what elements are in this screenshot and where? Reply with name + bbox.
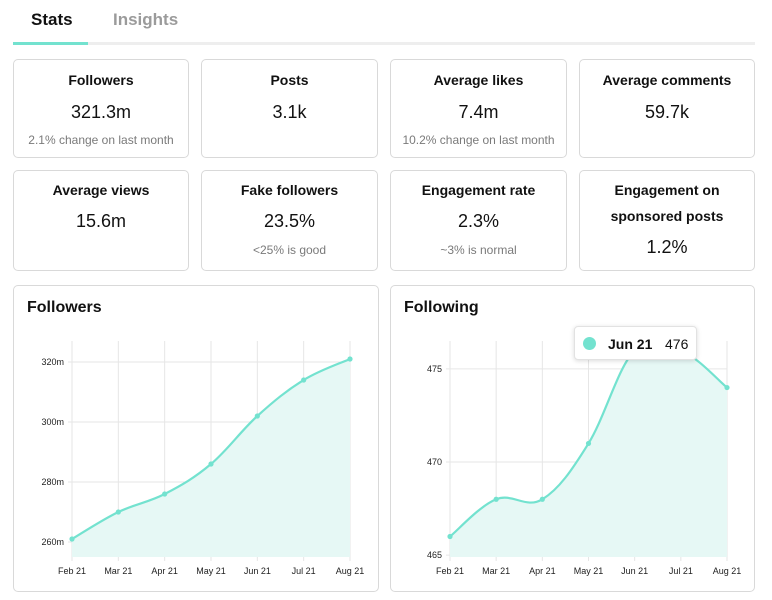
data-point	[539, 496, 545, 502]
tab-bar: Stats Insights	[13, 0, 755, 46]
active-tab-indicator	[13, 42, 88, 45]
stat-title: Average comments	[602, 72, 732, 88]
data-point	[254, 413, 260, 419]
x-tick-label: May 21	[574, 566, 604, 576]
stat-value: 1.2%	[646, 237, 688, 257]
y-tick-label: 320m	[41, 357, 64, 367]
stat-note: ~3% is normal	[440, 243, 517, 257]
x-tick-label: Aug 21	[336, 566, 365, 576]
x-tick-label: Mar 21	[104, 566, 132, 576]
x-tick-label: Apr 21	[529, 566, 556, 576]
x-tick-label: Jun 21	[621, 566, 648, 576]
data-point	[301, 377, 307, 383]
tooltip-series-dot	[583, 337, 596, 350]
chart-title: Following	[404, 299, 479, 316]
y-tick-label: 280m	[41, 477, 64, 487]
y-tick-label: 300m	[41, 417, 64, 427]
data-point	[724, 384, 730, 391]
data-point	[347, 356, 353, 362]
stat-value: 2.3%	[457, 211, 500, 231]
tab-insights[interactable]: Insights	[113, 10, 179, 29]
stat-value: 321.3m	[70, 102, 132, 122]
stat-card-average-comments: Average comments 59.7k	[579, 59, 755, 158]
stat-value: 7.4m	[458, 102, 499, 122]
tab-stats[interactable]: Stats	[31, 10, 73, 29]
series-area	[72, 359, 350, 557]
x-tick-label: May 21	[196, 566, 226, 576]
tooltip-label: Jun 21	[608, 336, 653, 352]
stat-card-fake-followers: Fake followers 23.5% <25% is good	[201, 170, 378, 271]
stat-title-line2: sponsored posts	[610, 208, 724, 224]
following-chart-card: Following 465 470 475 Feb 21 Mar 21 Apr 21 May…	[390, 285, 755, 592]
stat-title: Posts	[270, 72, 309, 88]
y-tick-label: 465	[427, 550, 442, 560]
data-point	[208, 461, 214, 467]
x-tick-label: Apr 21	[151, 566, 178, 576]
stat-card-engagement-sponsored: Engagement on sponsored posts 1.2%	[579, 170, 755, 271]
data-point	[162, 491, 168, 497]
x-tick-label: Feb 21	[436, 566, 464, 576]
stat-title: Average views	[52, 182, 150, 198]
stat-card-average-views: Average views 15.6m	[13, 170, 189, 271]
stat-note: 10.2% change on last month	[402, 133, 555, 147]
y-tick-label: 260m	[41, 537, 64, 547]
stat-title: Fake followers	[240, 182, 339, 198]
stat-value: 15.6m	[75, 211, 127, 231]
x-tick-label: Feb 21	[58, 566, 86, 576]
x-tick-label: Aug 21	[713, 566, 742, 576]
x-tick-label: Mar 21	[482, 566, 510, 576]
data-point	[69, 536, 75, 542]
stat-card-followers: Followers 321.3m 2.1% change on last mon…	[13, 59, 189, 158]
tab-bar-divider	[13, 42, 755, 45]
stat-title: Average likes	[433, 72, 524, 88]
tooltip-value: 476	[665, 336, 689, 352]
data-point	[447, 533, 453, 540]
stat-card-average-likes: Average likes 7.4m 10.2% change on last …	[390, 59, 567, 158]
y-tick-label: 470	[427, 457, 442, 467]
stat-note: 2.1% change on last month	[28, 133, 174, 147]
data-point	[493, 496, 499, 502]
followers-chart-card: Followers 260m 280m 300m 320m Feb 21 Mar 21 Ap…	[13, 285, 379, 592]
following-chart: 465 470 475 Feb 21 Mar 21 Apr 21 May 21 Jun 21 J…	[427, 340, 742, 576]
x-tick-label: Jul 21	[292, 566, 316, 576]
series-area	[450, 341, 727, 557]
chart-title: Followers	[27, 299, 102, 316]
stat-value: 59.7k	[644, 102, 690, 122]
stat-card-posts: Posts 3.1k	[201, 59, 378, 158]
x-tick-label: Jul 21	[669, 566, 693, 576]
followers-chart: 260m 280m 300m 320m Feb 21 Mar 21 Apr 21 May 21…	[41, 341, 365, 576]
stat-title: Followers	[68, 72, 134, 88]
chart-tooltip: Jun 21 476	[574, 326, 697, 360]
stat-title: Engagement rate	[421, 182, 536, 198]
stat-value: 3.1k	[272, 102, 307, 122]
x-tick-label: Jun 21	[244, 566, 271, 576]
stat-note: <25% is good	[252, 243, 327, 257]
data-point	[585, 440, 592, 447]
stat-title: Engagement on	[614, 182, 720, 198]
y-tick-label: 475	[427, 364, 442, 374]
data-point	[115, 509, 121, 515]
stat-value: 23.5%	[263, 211, 316, 231]
stat-card-engagement-rate: Engagement rate 2.3% ~3% is normal	[390, 170, 567, 271]
